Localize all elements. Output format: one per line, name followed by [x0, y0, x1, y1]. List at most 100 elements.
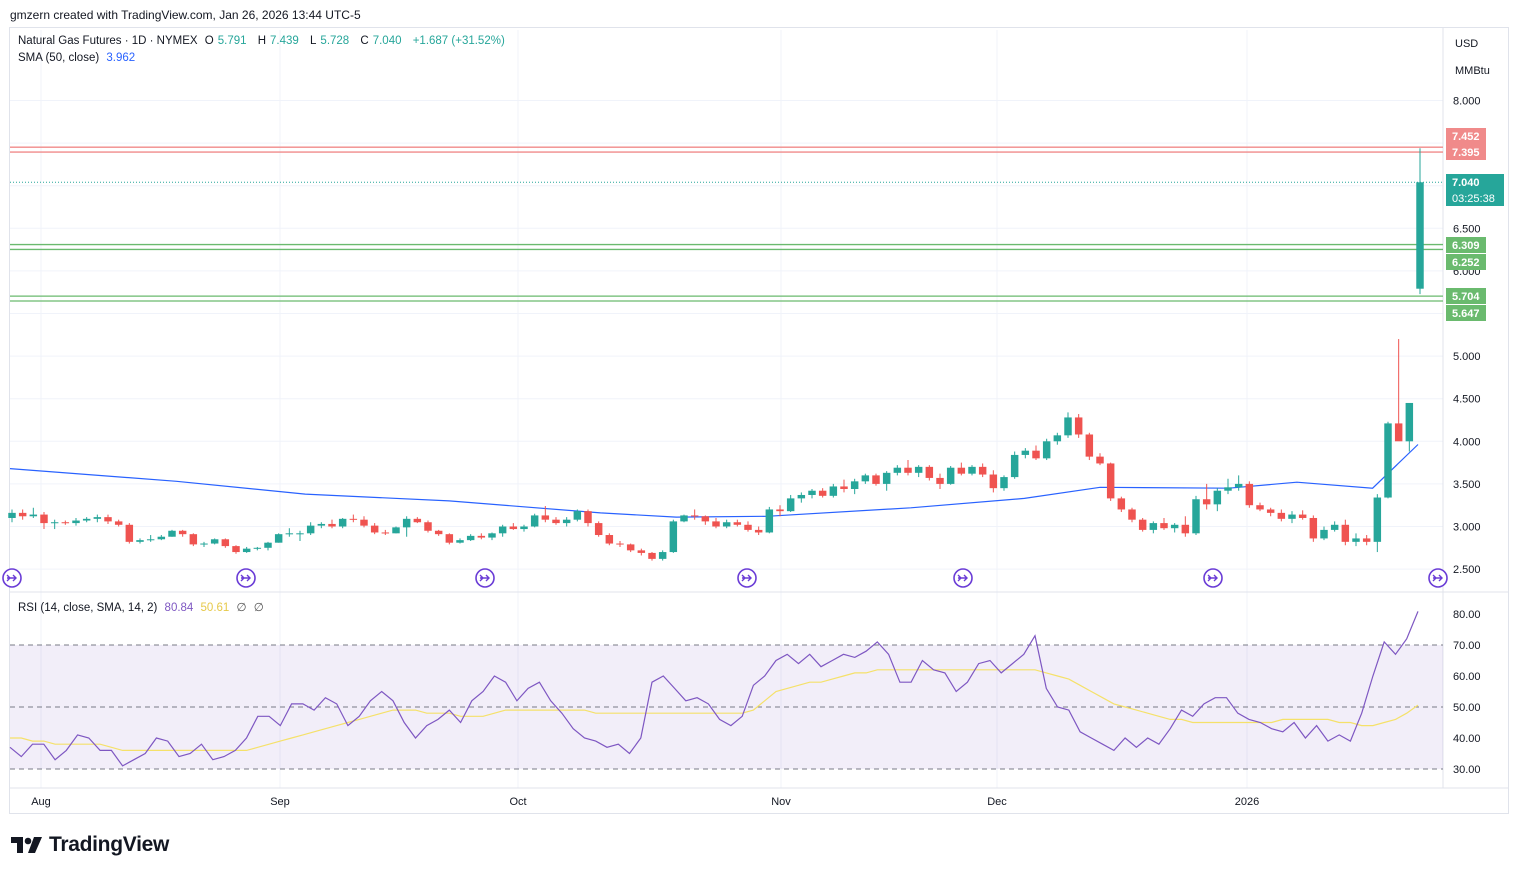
event-arrow-icon[interactable] [737, 568, 757, 588]
candle [1096, 453, 1104, 466]
candle [477, 533, 486, 540]
candle [456, 538, 464, 544]
candle-body [1256, 505, 1264, 510]
sma-label: SMA (50, close) [18, 52, 100, 64]
symbol-legend: Natural Gas Futures · 1D · NYMEX O 5.791 … [18, 35, 509, 47]
rsi-tick-label: 80.00 [1453, 609, 1481, 621]
candle-body [1341, 524, 1350, 542]
price-tag-label: 6.309 [1452, 240, 1480, 252]
candle-body [200, 543, 208, 545]
candle-body [253, 547, 262, 549]
price-tick-label: 4.000 [1453, 436, 1481, 448]
candle-body [477, 535, 486, 538]
time-axis-label: Oct [509, 796, 526, 808]
chart-frame[interactable] [9, 27, 1509, 814]
candle [904, 460, 912, 476]
candle-body [989, 474, 998, 489]
candle [82, 517, 91, 523]
event-arrow-icon[interactable] [475, 568, 495, 588]
candle-body [669, 521, 678, 553]
candle-body [8, 512, 16, 518]
candle-body [61, 522, 70, 524]
event-arrow-icon-glyph [479, 574, 490, 582]
candle [1224, 478, 1232, 495]
candle-body [1000, 477, 1008, 489]
candle [200, 541, 208, 547]
candle [125, 523, 134, 544]
candle-body [690, 515, 699, 517]
event-arrow-icon[interactable] [2, 568, 22, 588]
candle [1384, 421, 1392, 499]
candle [1042, 438, 1051, 461]
candle [1192, 495, 1200, 536]
candle [509, 523, 518, 530]
event-arrow-icon[interactable] [236, 568, 256, 588]
candle [285, 528, 294, 537]
candle-body [626, 544, 635, 551]
candle-body [584, 511, 592, 524]
rsi-extra-2: ∅ [253, 602, 264, 614]
candle-body [914, 466, 923, 473]
rsi-tick-label: 50.00 [1453, 702, 1481, 714]
candle [882, 471, 891, 491]
candle-body [1117, 498, 1126, 510]
candle [264, 541, 272, 551]
candle-body [744, 524, 752, 530]
candle-body [594, 523, 603, 536]
candle [93, 514, 102, 523]
tradingview-logo[interactable]: TradingView [11, 833, 169, 857]
candle [818, 488, 827, 498]
unit-label: MMBtu [1455, 65, 1490, 77]
candle [669, 519, 678, 553]
candle-body [1128, 509, 1136, 520]
candle-body [712, 521, 720, 527]
candle-body [402, 518, 411, 528]
candle [1064, 412, 1072, 438]
event-arrow-icon-glyph [240, 574, 251, 582]
candle [1117, 496, 1126, 513]
candle [541, 506, 550, 523]
sma-legend: SMA (50, close) 3.962 [18, 52, 139, 64]
ohlc-close: C 7.040 [360, 35, 402, 47]
candle-body [1106, 463, 1115, 499]
candle-body [360, 519, 368, 526]
candle-body [765, 509, 774, 533]
candle [136, 538, 144, 544]
candle [616, 540, 624, 547]
candle [189, 533, 198, 547]
candle-body [146, 539, 155, 541]
candle-body [1096, 456, 1104, 464]
candle-body [1320, 529, 1328, 539]
countdown-label: 03:25:38 [1452, 193, 1495, 205]
candle-body [786, 498, 795, 512]
event-arrow-icon-glyph [1207, 574, 1218, 582]
candle [349, 514, 358, 523]
candle [1202, 483, 1211, 510]
event-arrow-icon[interactable] [953, 568, 973, 588]
candle [1298, 510, 1307, 520]
candle [1394, 339, 1403, 442]
candle-body [658, 552, 667, 559]
candle-body [946, 467, 955, 484]
candle-body [1021, 450, 1030, 455]
candle [1373, 494, 1382, 553]
candle-body [328, 523, 336, 527]
candle [1405, 402, 1414, 452]
candle-body [754, 529, 763, 533]
event-arrow-icon[interactable] [1428, 568, 1448, 588]
candle [1288, 511, 1296, 524]
candle [946, 466, 955, 485]
rsi-legend: RSI (14, close, SMA, 14, 2) 80.84 50.61 … [18, 600, 268, 614]
event-arrow-icon[interactable] [1203, 568, 1223, 588]
candle-body [221, 539, 230, 547]
candle [1128, 507, 1136, 523]
candle-body [1032, 450, 1040, 459]
candle-body [1149, 523, 1158, 530]
candle [722, 519, 731, 529]
candle [1362, 535, 1371, 546]
candle-body [189, 534, 198, 545]
candle-body [1224, 487, 1232, 491]
candle [328, 519, 336, 529]
candle [274, 533, 283, 543]
